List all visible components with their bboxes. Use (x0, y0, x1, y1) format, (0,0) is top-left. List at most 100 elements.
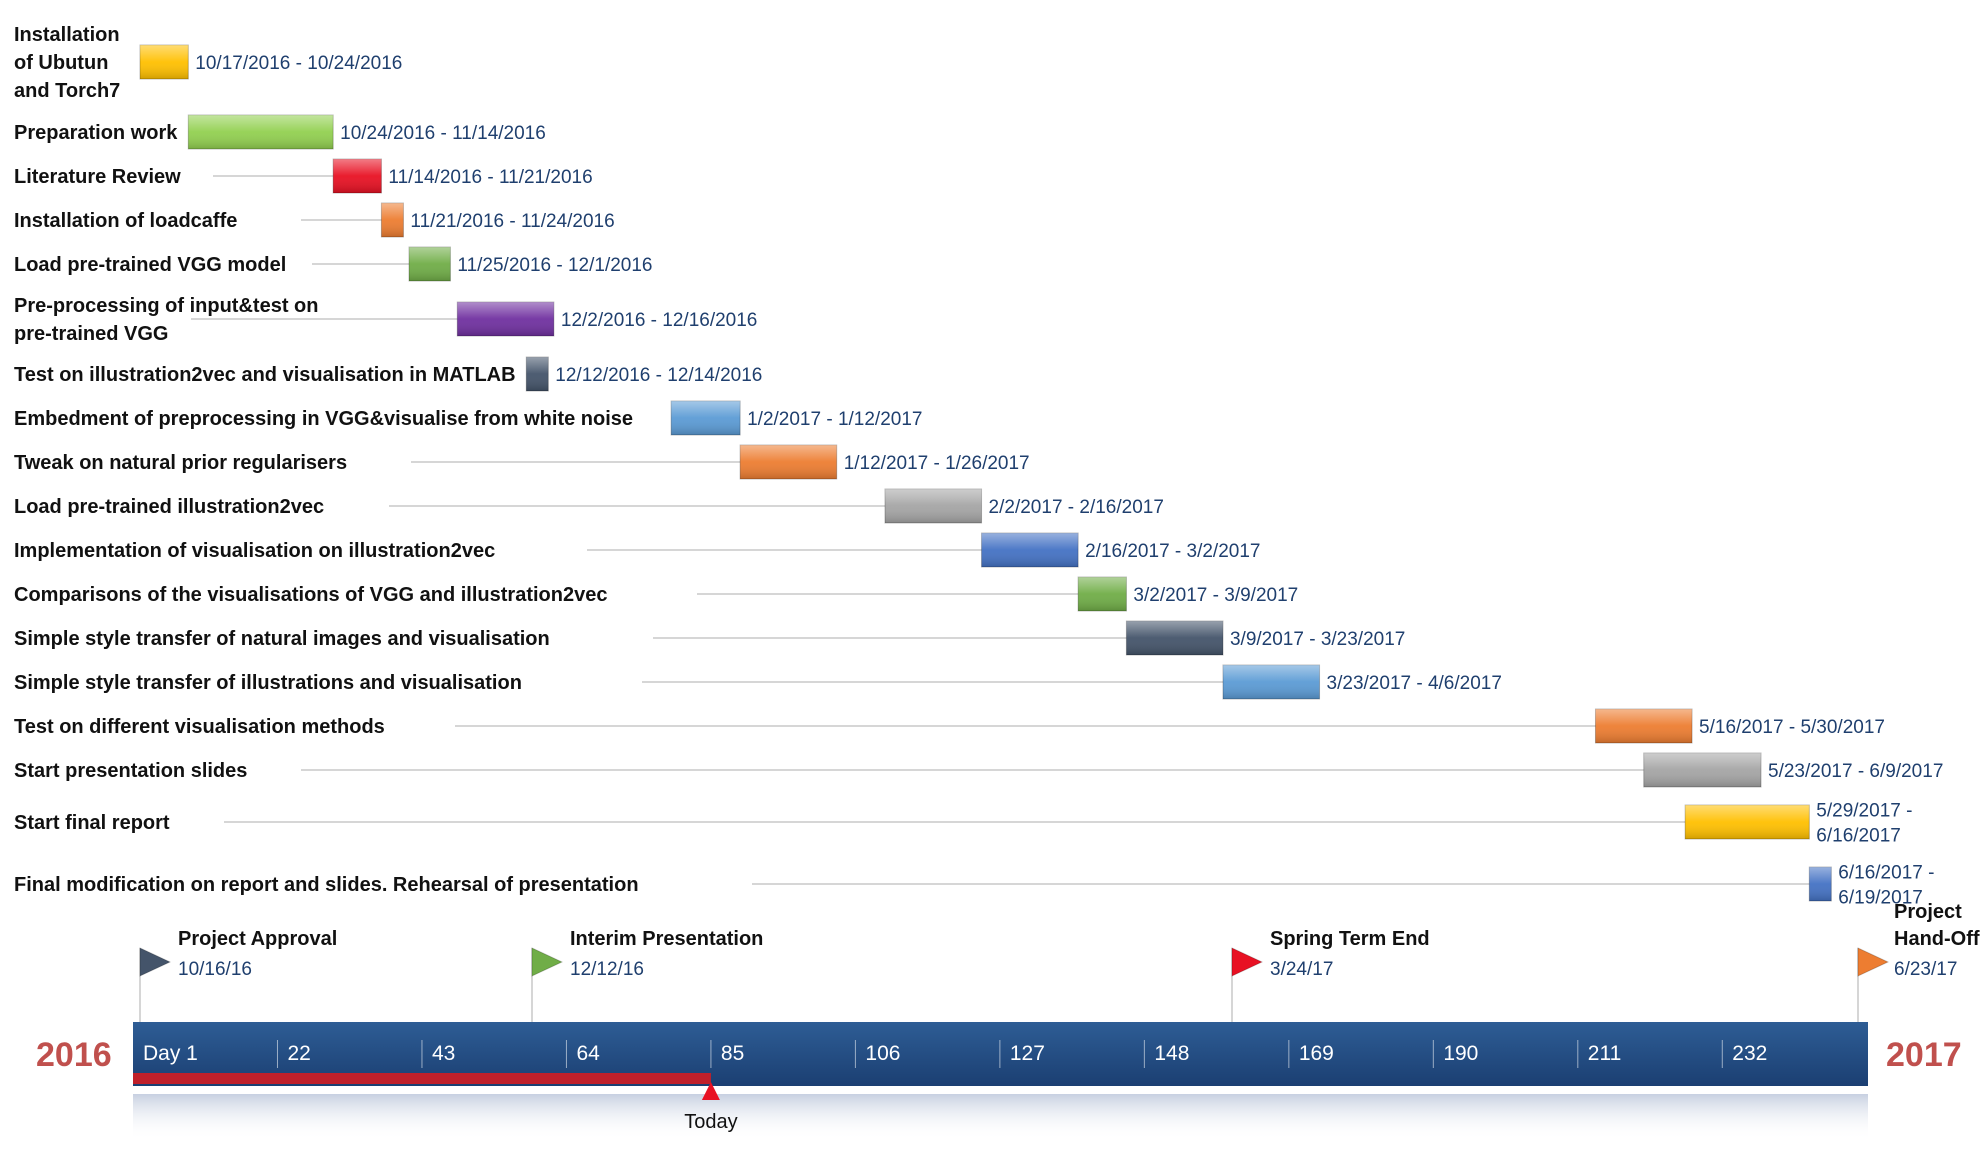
task-date-label: 12/2/2016 - 12/16/2016 (561, 310, 758, 331)
task-date-label: 6/16/2017 (1816, 826, 1901, 847)
task-row: Test on illustration2vec and visualisati… (14, 356, 762, 392)
task-date-label: 5/23/2017 - 6/9/2017 (1768, 761, 1943, 782)
start-year-label: 2016 (36, 1036, 112, 1074)
task-label: Load pre-trained illustration2vec (14, 496, 324, 518)
elapsed-progress-bar (133, 1073, 711, 1084)
task-label: Start final report (14, 812, 170, 834)
milestone-flag-icon (1857, 947, 1890, 977)
milestone-title: Interim Presentation (570, 928, 763, 950)
task-row: Load pre-trained illustration2vec 2/2/201… (14, 488, 1164, 524)
task-label: Implementation of visualisation on illus… (14, 540, 495, 562)
task-date-label: 10/17/2016 - 10/24/2016 (195, 53, 402, 74)
task-row: Pre-processing of input&test on pre-train… (14, 295, 757, 345)
milestone-title: Project Approval (178, 928, 337, 950)
task-bar-gloss (1078, 577, 1127, 611)
task-bar-gloss (1685, 805, 1810, 839)
milestone-flag-icon (139, 947, 172, 977)
timeline-tick-label: 169 (1299, 1042, 1334, 1065)
milestone[interactable]: Project Hand-Off 6/23/17 (1857, 901, 1980, 1022)
task-bar-gloss (1595, 709, 1693, 743)
task-date-label: 10/24/2016 - 11/14/2016 (340, 123, 546, 144)
today-marker-icon (701, 1082, 720, 1100)
timeline-tick-label: 43 (432, 1042, 455, 1065)
task-label: Simple style transfer of illustrations a… (14, 672, 522, 694)
milestone-date: 3/24/17 (1270, 959, 1333, 980)
task-bar-gloss (333, 159, 382, 193)
task-date-label: 2/16/2017 - 3/2/2017 (1085, 541, 1260, 562)
milestone-title: Hand-Off (1894, 928, 1980, 950)
task-bar-gloss (140, 45, 189, 79)
timeline-tick-label: 127 (1010, 1042, 1045, 1065)
task-date-label: 5/29/2017 - (1816, 801, 1912, 822)
milestone[interactable]: Spring Term End 3/24/17 (1231, 928, 1430, 1022)
task-label: Installation (14, 24, 120, 46)
task-row: Embedment of preprocessing in VGG&visual… (14, 400, 922, 436)
task-row: Simple style transfer of natural images … (14, 620, 1405, 656)
timeline-tick-label: 211 (1588, 1042, 1621, 1065)
task-bar-gloss (1643, 753, 1762, 787)
task-row: Start final report 5/29/2017 - 6/16/2017 (14, 801, 1912, 847)
task-row: Installation of Ubutun and Torch7 10/17/201… (14, 24, 402, 102)
task-row: Implementation of visualisation on illus… (14, 532, 1260, 568)
task-label: Test on different visualisation methods (14, 716, 385, 738)
task-date-label: 12/12/2016 - 12/14/2016 (555, 365, 762, 386)
timeline-tick-label: 232 (1732, 1042, 1767, 1065)
milestone-date: 12/12/16 (570, 959, 644, 980)
task-bar-gloss (1809, 867, 1832, 901)
today-label: Today (684, 1111, 737, 1133)
timeline-tick-label: 106 (865, 1042, 900, 1065)
timeline-tick-label: 64 (576, 1042, 600, 1065)
task-row: Final modification on report and slides.… (14, 863, 1934, 909)
task-date-label: 6/16/2017 - (1838, 863, 1934, 884)
task-date-label: 1/2/2017 - 1/12/2017 (747, 409, 922, 430)
task-date-label: 3/23/2017 - 4/6/2017 (1327, 673, 1502, 694)
task-label: Literature Review (14, 166, 181, 188)
milestone-flag-icon (531, 947, 564, 977)
timeline-tick-label: 22 (287, 1042, 310, 1065)
task-label: Final modification on report and slides.… (14, 874, 639, 896)
task-date-label: 5/16/2017 - 5/30/2017 (1699, 717, 1885, 738)
milestone-date: 10/16/16 (178, 959, 252, 980)
timeline-tick-label: 190 (1443, 1042, 1478, 1065)
task-date-label: 2/2/2017 - 2/16/2017 (989, 497, 1164, 518)
timeline-tick-label: Day 1 (143, 1042, 198, 1065)
timeline-tick-label: 148 (1154, 1042, 1189, 1065)
task-label: of Ubutun (14, 52, 108, 74)
task-date-label: 3/2/2017 - 3/9/2017 (1133, 585, 1298, 606)
task-label: Comparisons of the visualisations of VGG… (14, 584, 607, 606)
task-label: Test on illustration2vec and visualisati… (14, 364, 516, 386)
task-bar-gloss (381, 203, 404, 237)
milestone-title: Project (1894, 901, 1962, 923)
task-label: Tweak on natural prior regularisers (14, 452, 347, 474)
task-date-label: 3/9/2017 - 3/23/2017 (1230, 629, 1405, 650)
task-bar-gloss (884, 489, 982, 523)
milestone[interactable]: Project Approval 10/16/16 (139, 928, 337, 1022)
milestone[interactable]: Interim Presentation 12/12/16 (531, 928, 763, 1022)
task-date-label: 11/14/2016 - 11/21/2016 (388, 167, 592, 188)
task-label: Simple style transfer of natural images … (14, 628, 550, 650)
task-bar-gloss (740, 445, 837, 479)
timeline-reflection (133, 1094, 1868, 1140)
task-date-label: 11/25/2016 - 12/1/2016 (457, 255, 652, 276)
task-label: and Torch7 (14, 80, 120, 102)
task-row: Installation of loadcaffe 11/21/2016 - 11… (14, 202, 615, 238)
task-bar-gloss (981, 533, 1079, 567)
task-row: Simple style transfer of illustrations a… (14, 664, 1502, 700)
task-bar-gloss (457, 302, 554, 336)
task-bar-gloss (409, 247, 451, 281)
task-row: Literature Review 11/14/2016 - 11/21/2016 (14, 158, 593, 194)
task-date-label: 1/12/2017 - 1/26/2017 (844, 453, 1030, 474)
task-label: Start presentation slides (14, 760, 247, 782)
task-rows: Installation of Ubutun and Torch7 10/17/201… (14, 24, 1943, 909)
task-row: Load pre-trained VGG model 11/25/2016 - 1… (14, 246, 653, 282)
timeline-tick-label: 85 (721, 1042, 744, 1065)
task-row: Start presentation slides 5/23/2017 - 6/9… (14, 752, 1943, 788)
task-label: Installation of loadcaffe (14, 210, 237, 232)
task-row: Preparation work 10/24/2016 - 11/14/2016 (14, 114, 546, 150)
end-year-label: 2017 (1886, 1036, 1962, 1074)
task-bar-gloss (526, 357, 549, 391)
task-date-label: 6/19/2017 (1838, 888, 1923, 909)
task-row: Tweak on natural prior regularisers 1/12/… (14, 444, 1030, 480)
milestone-date: 6/23/17 (1894, 959, 1957, 980)
